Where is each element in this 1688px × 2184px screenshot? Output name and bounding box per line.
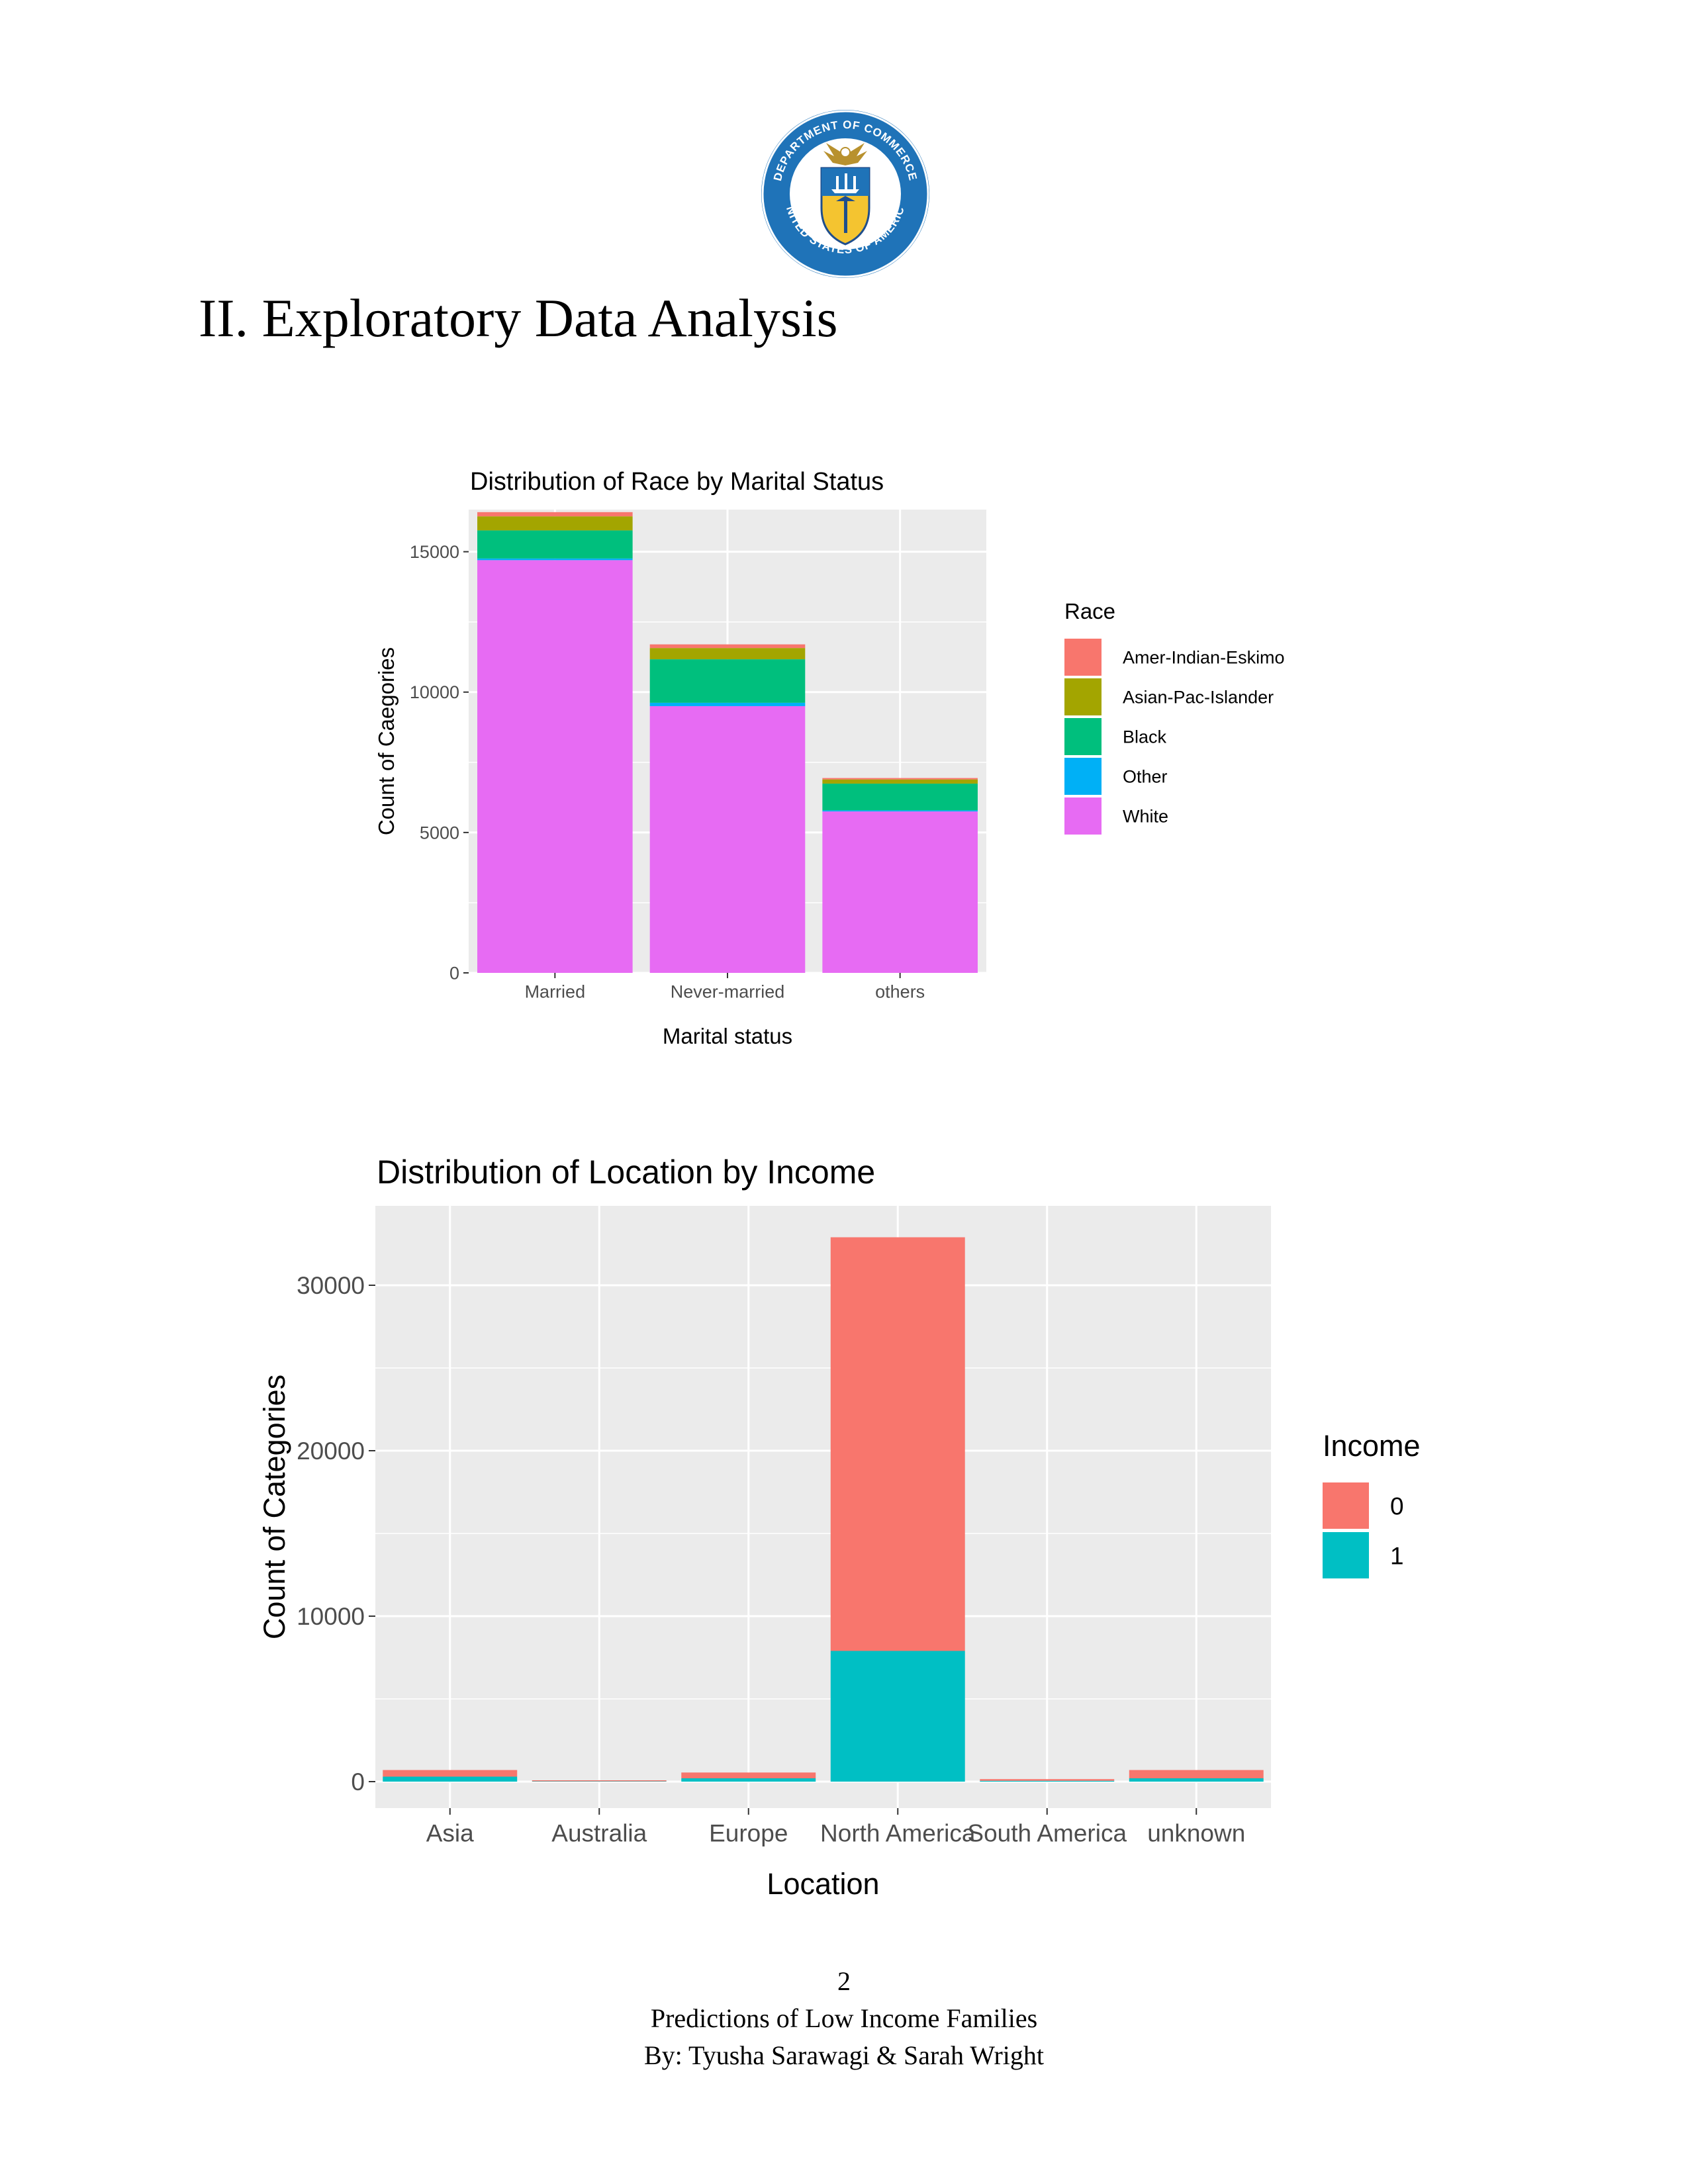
section-heading: II. Exploratory Data Analysis (199, 288, 838, 348)
bar-segment-white-married (477, 560, 633, 973)
bar-segment-0-australia (532, 1780, 667, 1782)
bar-segment-black-married (477, 530, 633, 559)
legend-label-black: Black (1123, 727, 1167, 747)
bar-segment-amer-indian-eskimo-never-married (649, 644, 806, 649)
x-tick-label: North America (820, 1820, 976, 1847)
y-tick-label: 0 (449, 963, 459, 983)
legend-key-asian-pac-islander (1064, 678, 1102, 715)
y-tick-label: 0 (351, 1768, 365, 1796)
legend-label-other: Other (1123, 767, 1168, 787)
bar-segment-asian-pac-islander-married (477, 516, 633, 531)
x-tick-label: Married (525, 982, 586, 1002)
legend-key-amer-indian-eskimo (1064, 639, 1102, 676)
legend-label-white: White (1123, 807, 1168, 827)
plot-panel (375, 1206, 1271, 1808)
report-authors: By: Tyusha Sarawagi & Sarah Wright (643, 2040, 1045, 2070)
bars (477, 512, 978, 973)
y-axis-label: Count of Categories (258, 1375, 291, 1639)
bar-segment-amer-indian-eskimo-married (477, 512, 633, 517)
x-tick-label: others (875, 982, 925, 1002)
legend-title: Race (1064, 599, 1115, 623)
legend: Race Amer-Indian-Eskimo Asian-Pac-Islander… (1064, 599, 1285, 835)
race-by-marital-status-chart: Distribution of Race by Marital Status 0 5… (374, 468, 1285, 1048)
bar-segment-white-others (822, 811, 978, 973)
x-axis-label: Location (767, 1867, 879, 1899)
report-title: Predictions of Low Income Families (650, 2003, 1038, 2033)
legend-label-0: 0 (1390, 1492, 1404, 1520)
x-tick-label: South America (967, 1820, 1127, 1847)
bar-segment-other-never-married (649, 702, 806, 706)
x-axis-label: Marital status (663, 1024, 792, 1048)
page-number: 2 (837, 1966, 851, 1996)
x-tick-label: Asia (426, 1820, 474, 1847)
legend-key-0 (1323, 1482, 1369, 1529)
location-by-income-chart: Distribution of Location by Income 0 10000… (258, 1154, 1421, 1899)
page-footer: 2 Predictions of Low Income Families By:… (0, 1963, 1688, 2074)
x-tick-label: Europe (709, 1820, 788, 1847)
bars (383, 1237, 1264, 1782)
y-axis-label: Count of Caegories (374, 647, 399, 835)
bar-segment-0-unknown (1129, 1770, 1264, 1778)
legend-label-1: 1 (1390, 1542, 1404, 1569)
y-tick-label: 10000 (297, 1603, 365, 1630)
bar-segment-black-never-married (649, 659, 806, 703)
bar-segment-asian-pac-islander-others (822, 779, 978, 784)
x-tick-label: Australia (551, 1820, 647, 1847)
y-tick-label: 20000 (297, 1437, 365, 1465)
legend-key-1 (1323, 1532, 1369, 1578)
bar-segment-black-others (822, 784, 978, 811)
legend-key-other (1064, 758, 1102, 795)
chart-title: Distribution of Location by Income (377, 1154, 875, 1191)
legend-label-asian-pac-islander: Asian-Pac-Islander (1123, 688, 1274, 707)
bar-segment-1-europe (681, 1778, 816, 1782)
bar-segment-1-asia (383, 1776, 518, 1782)
bar-segment-asian-pac-islander-never-married (649, 648, 806, 660)
bar-segment-0-asia (383, 1770, 518, 1777)
legend-key-black (1064, 718, 1102, 755)
bar-segment-1-south-america (980, 1780, 1115, 1782)
y-tick-label: 15000 (410, 542, 459, 562)
department-of-commerce-seal: DEPARTMENT OF COMMERCE UNITED STATES OF … (760, 109, 929, 278)
bar-segment-1-north-america (830, 1651, 965, 1782)
bar-segment-0-europe (681, 1772, 816, 1778)
legend: Income 0 1 (1323, 1429, 1421, 1578)
legend-label-amer-indian-eskimo: Amer-Indian-Eskimo (1123, 648, 1285, 668)
y-tick-label: 30000 (297, 1272, 365, 1299)
x-tick-label: Never-married (671, 982, 785, 1002)
bar-segment-0-south-america (980, 1779, 1115, 1781)
y-tick-label: 5000 (420, 823, 459, 842)
chart-title: Distribution of Race by Marital Status (470, 468, 884, 496)
bar-segment-1-unknown (1129, 1778, 1264, 1782)
x-tick-label: unknown (1147, 1820, 1245, 1847)
bar-segment-0-north-america (830, 1237, 965, 1651)
bar-segment-other-married (477, 558, 633, 561)
bar-segment-amer-indian-eskimo-others (822, 778, 978, 780)
y-tick-label: 10000 (410, 682, 459, 702)
bar-segment-other-others (822, 810, 978, 812)
legend-key-white (1064, 797, 1102, 835)
legend-title: Income (1323, 1429, 1421, 1463)
bar-segment-white-never-married (649, 705, 806, 973)
